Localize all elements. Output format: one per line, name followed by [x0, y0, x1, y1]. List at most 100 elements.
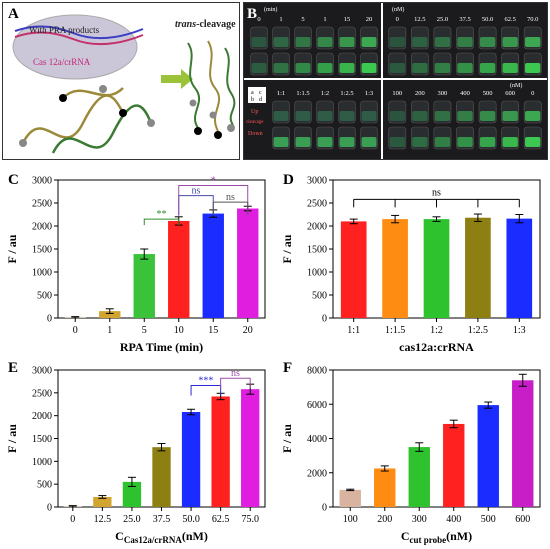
bar — [211, 396, 230, 507]
trans-label: trans-cleavage — [175, 19, 236, 30]
bar — [152, 447, 171, 507]
cas-label: Cas 12a/crRNA — [33, 57, 91, 67]
prod-label: With PRA products — [29, 25, 100, 35]
tube-liquid — [457, 63, 473, 73]
significance-label: *** — [198, 376, 213, 387]
tube-label: 25.0 — [437, 16, 448, 23]
significance-bracket — [178, 195, 214, 216]
tube-liquid — [389, 37, 405, 47]
significance-label: * — [211, 176, 216, 187]
tube-liquid — [361, 111, 377, 121]
x-axis-label: Ccut probe(nM) — [401, 529, 472, 545]
tube-label: 1:2 — [321, 90, 329, 97]
y-tick-label: 500 — [37, 291, 52, 302]
chart-d-cas-ratio: 0 500 1000 1500 2000 2500 3000 F / au 1:1 1:1.5 1:… — [280, 176, 541, 354]
y-tick-label: 4000 — [307, 434, 327, 445]
tube-liquid — [434, 37, 451, 47]
x-tick-label: 25.0 — [123, 514, 141, 525]
legend-up: Up — [251, 109, 258, 115]
x-tick-label: 75.0 — [241, 514, 259, 525]
y-tick-label: 6000 — [307, 400, 327, 411]
x-tick-label: 20 — [243, 325, 253, 336]
chart-e-cas-concentration: 0 500 1000 1500 2000 2500 3000 F / au 0 12.5 25.0 3… — [5, 366, 266, 545]
x-tick-label: 200 — [377, 514, 392, 525]
y-tick-label: 2500 — [32, 388, 52, 399]
tube-label: 500 — [483, 90, 493, 97]
tube-liquid — [434, 111, 451, 121]
tube-label: 1:1 — [277, 90, 285, 97]
x-tick-label: 1:3 — [513, 325, 526, 336]
y-tick-label: 2000 — [32, 411, 52, 422]
y-tick-label: 2000 — [32, 222, 52, 233]
bar — [93, 496, 112, 507]
tube-liquid — [295, 137, 311, 147]
tube-liquid — [273, 63, 289, 73]
y-tick-label: 500 — [312, 291, 327, 302]
legend-cleavage: cleavage — [246, 120, 264, 125]
tube-legend-box — [248, 87, 266, 103]
bar — [465, 217, 491, 318]
tube-liquid — [412, 137, 428, 147]
x-tick-label: 10 — [174, 325, 184, 336]
tube-label: 1 — [323, 16, 326, 23]
tube-label: 1:2.5 — [340, 90, 353, 97]
tube-liquid — [295, 63, 311, 73]
tube-label: 70.0 — [527, 16, 538, 23]
tube-liquid — [339, 111, 355, 121]
significance-bracket — [178, 185, 249, 216]
tube-photo-grid: (min) (nM) (nM) 0 1 5 1 15 20 0 12.5 25.0 37.5 50… — [244, 3, 547, 159]
bar — [340, 221, 367, 318]
y-tick-label: 2500 — [307, 199, 327, 210]
y-tick-label: 2500 — [32, 199, 52, 210]
bar — [168, 220, 190, 318]
bar — [339, 489, 361, 507]
tube-liquid — [361, 63, 377, 73]
significance-bracket — [220, 377, 251, 389]
x-tick-label: 15 — [208, 325, 218, 336]
tube-liquid — [339, 63, 355, 73]
legend-b: b — [251, 97, 254, 103]
tube-liquid — [273, 111, 289, 121]
tube-liquid — [295, 37, 311, 47]
bar — [506, 218, 533, 318]
significance-bracket — [190, 385, 222, 396]
y-tick-label: 0 — [47, 503, 52, 514]
tube-liquid — [317, 37, 333, 47]
legend-a: a — [251, 90, 254, 96]
tube-label: 0 — [257, 16, 260, 23]
tube-liquid — [434, 137, 451, 147]
bar — [133, 254, 155, 318]
tube-liquid — [389, 63, 405, 73]
x-tick-label: 100 — [343, 514, 358, 525]
significance-label: ns — [226, 192, 235, 203]
y-axis-label: F / au — [280, 234, 294, 263]
bar — [443, 423, 465, 507]
tube-liquid — [412, 37, 428, 47]
x-tick-label: 500 — [481, 514, 496, 525]
arrow-right-icon — [161, 69, 193, 89]
y-tick-label: 3000 — [307, 176, 327, 187]
y-tick-label: 1500 — [307, 245, 327, 256]
x-tick-label: 0 — [73, 325, 78, 336]
legend-d: d — [259, 97, 262, 103]
y-axis-label: F / au — [5, 424, 19, 453]
tube-liquid — [502, 63, 518, 73]
tube-label: 1 — [279, 16, 282, 23]
x-tick-label: 1:2.5 — [468, 325, 488, 336]
panel-letter-d: D — [283, 172, 294, 188]
x-tick-label: 1:1.5 — [385, 325, 405, 336]
tube-liquid — [361, 137, 377, 147]
tube-liquid — [412, 111, 428, 121]
panel-a-schematic: With PRA products Cas 12a/crRNA trans-cl… — [2, 2, 240, 160]
tube-liquid — [295, 111, 311, 121]
tube-liquid — [457, 111, 473, 121]
tube-liquid — [479, 37, 496, 47]
x-tick-label: 1 — [107, 325, 112, 336]
tube-liquid — [457, 137, 473, 147]
tube-liquid — [389, 111, 405, 121]
y-tick-label: 3000 — [32, 366, 52, 377]
bar — [202, 213, 224, 318]
significance-label: ** — [157, 209, 167, 220]
tube-liquid — [502, 37, 518, 47]
x-tick-label: 37.5 — [153, 514, 171, 525]
